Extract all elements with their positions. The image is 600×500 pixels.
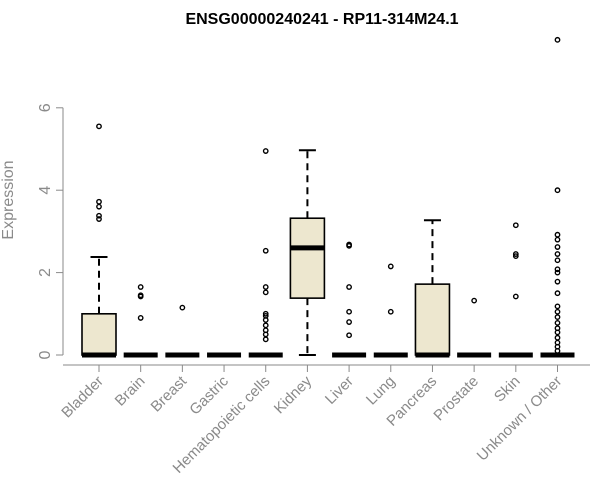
outlier-point (96, 203, 102, 210)
outlier-point (96, 198, 102, 205)
outlier-point (262, 289, 269, 296)
outlier-point (262, 310, 269, 317)
x-tick-label: Liver (322, 373, 357, 408)
outlier-point (346, 308, 352, 315)
outlier-point (346, 241, 352, 248)
outlier-point (554, 339, 561, 346)
outlier-point (262, 312, 269, 319)
outlier-point (554, 251, 561, 257)
outlier-point (554, 308, 561, 315)
outlier-point (387, 308, 394, 315)
outlier-point (96, 216, 102, 222)
outlier-point (512, 251, 519, 257)
outlier-point (96, 212, 102, 219)
y-tick-label: 0 (37, 350, 54, 359)
outlier-point (346, 319, 352, 325)
box-group-prostate (457, 297, 492, 358)
box (81, 312, 117, 356)
outlier-point (471, 297, 478, 304)
outlier-point (262, 322, 269, 329)
y-axis-label: Expression (0, 160, 17, 239)
box (289, 217, 326, 299)
outlier-point (137, 292, 144, 299)
outlier-point (554, 325, 561, 332)
x-tick-label: Brain (112, 373, 149, 410)
x-tick-label: Breast (148, 372, 191, 415)
box-group-skin (498, 222, 533, 358)
outlier-point (512, 253, 519, 260)
outlier-point (554, 244, 561, 250)
box-group-bladder (81, 123, 117, 358)
y-axis: 0 2 4 6 (37, 103, 64, 359)
x-tick-label: Prostate (430, 373, 482, 425)
x-tick-label: Kidney (271, 372, 316, 417)
x-tick-label: Lung (363, 373, 399, 409)
outlier-point (262, 327, 269, 334)
outlier-point (554, 319, 561, 326)
box-group-unknown-other (540, 36, 575, 358)
outlier-point (137, 315, 144, 321)
chart-title: ENSG00000240241 - RP11-314M24.1 (185, 11, 458, 28)
box-group-breast (165, 304, 200, 358)
box-group-liver (332, 241, 367, 358)
outlier-point (554, 278, 561, 285)
outlier-point (554, 290, 561, 297)
x-tick-label: Skin (491, 373, 524, 406)
y-tick-label: 4 (37, 186, 54, 195)
outlier-point (554, 334, 561, 341)
outlier-point (137, 284, 144, 290)
outlier-point (346, 284, 352, 290)
y-tick-label: 6 (37, 103, 54, 112)
outlier-point (554, 236, 561, 243)
outlier-point (96, 123, 102, 130)
outlier-point (554, 303, 561, 310)
outlier-point (179, 304, 186, 311)
outlier-point (554, 257, 561, 264)
box (414, 283, 451, 356)
box-group-hematopoietic-cells (248, 148, 283, 358)
outlier-point (512, 222, 519, 229)
plot-area (81, 36, 575, 358)
outlier-point (262, 336, 269, 343)
outlier-point (387, 263, 394, 270)
y-tick-label: 2 (37, 268, 54, 277)
outlier-point (262, 247, 269, 254)
outlier-point (554, 266, 561, 273)
outlier-point (554, 231, 561, 238)
outlier-point (554, 314, 561, 320)
box-group-lung (373, 263, 408, 358)
box-group-kidney (289, 149, 326, 356)
outlier-point (262, 284, 269, 290)
outlier-point (512, 293, 519, 300)
outlier-point (554, 269, 561, 276)
outlier-point (346, 332, 352, 339)
box-group-pancreas (414, 219, 451, 358)
outlier-point (554, 36, 561, 43)
outlier-point (554, 187, 561, 194)
box-group-brain (123, 284, 158, 358)
x-tick-label: Bladder (58, 373, 107, 422)
outlier-point (262, 148, 269, 154)
